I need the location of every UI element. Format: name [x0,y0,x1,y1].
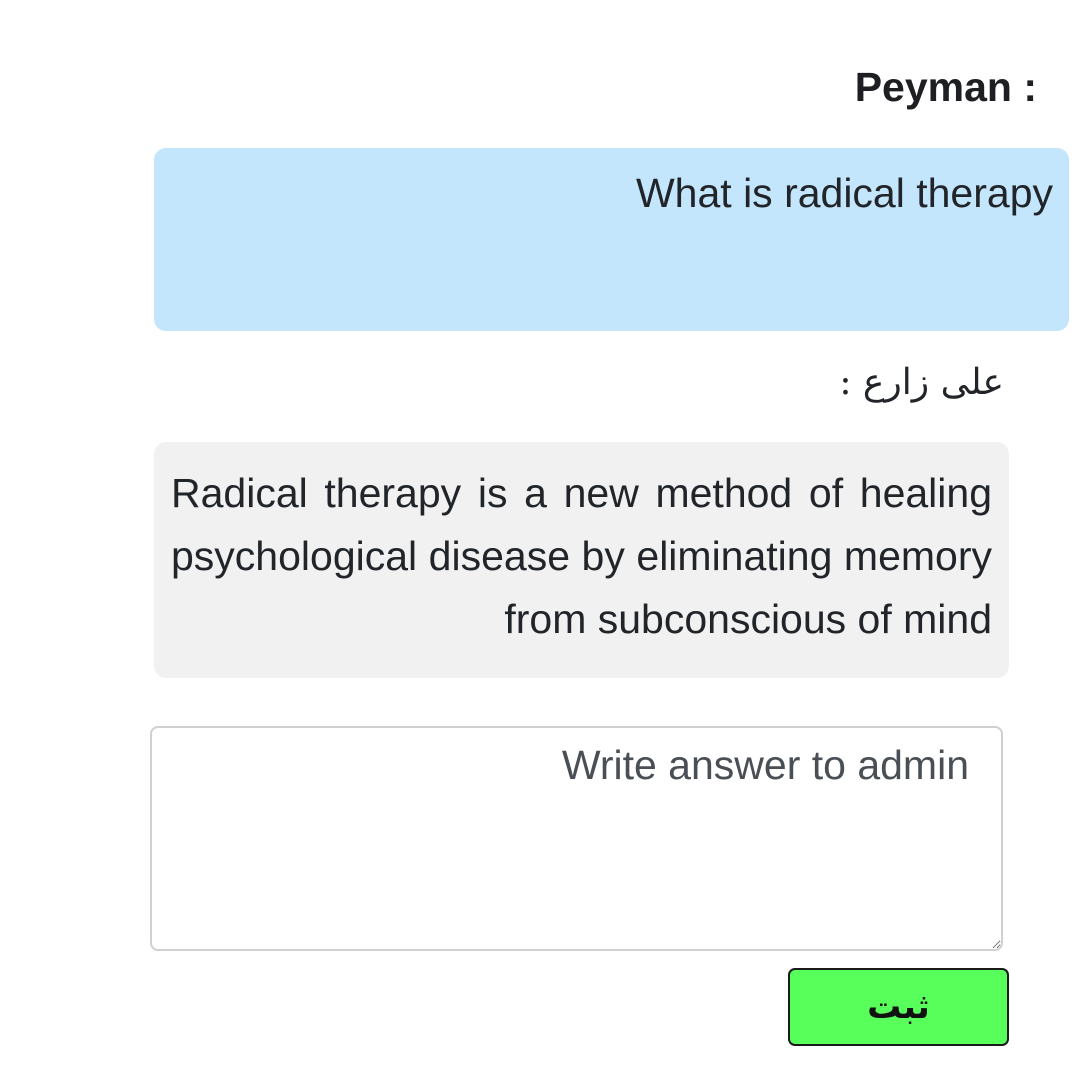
question-message-bubble: What is radical therapy [154,148,1069,331]
submit-button[interactable]: ثبت [788,968,1009,1046]
answer-message-bubble: Radical therapy is a new method of heali… [154,442,1009,678]
answer-message-text: Radical therapy is a new method of heali… [171,470,992,642]
answer-sender-name: علی زارع : [839,362,1004,403]
question-sender-name: : Peyman [854,64,1037,110]
question-message-text: What is radical therapy [635,170,1053,216]
reply-textarea[interactable] [150,726,1003,951]
